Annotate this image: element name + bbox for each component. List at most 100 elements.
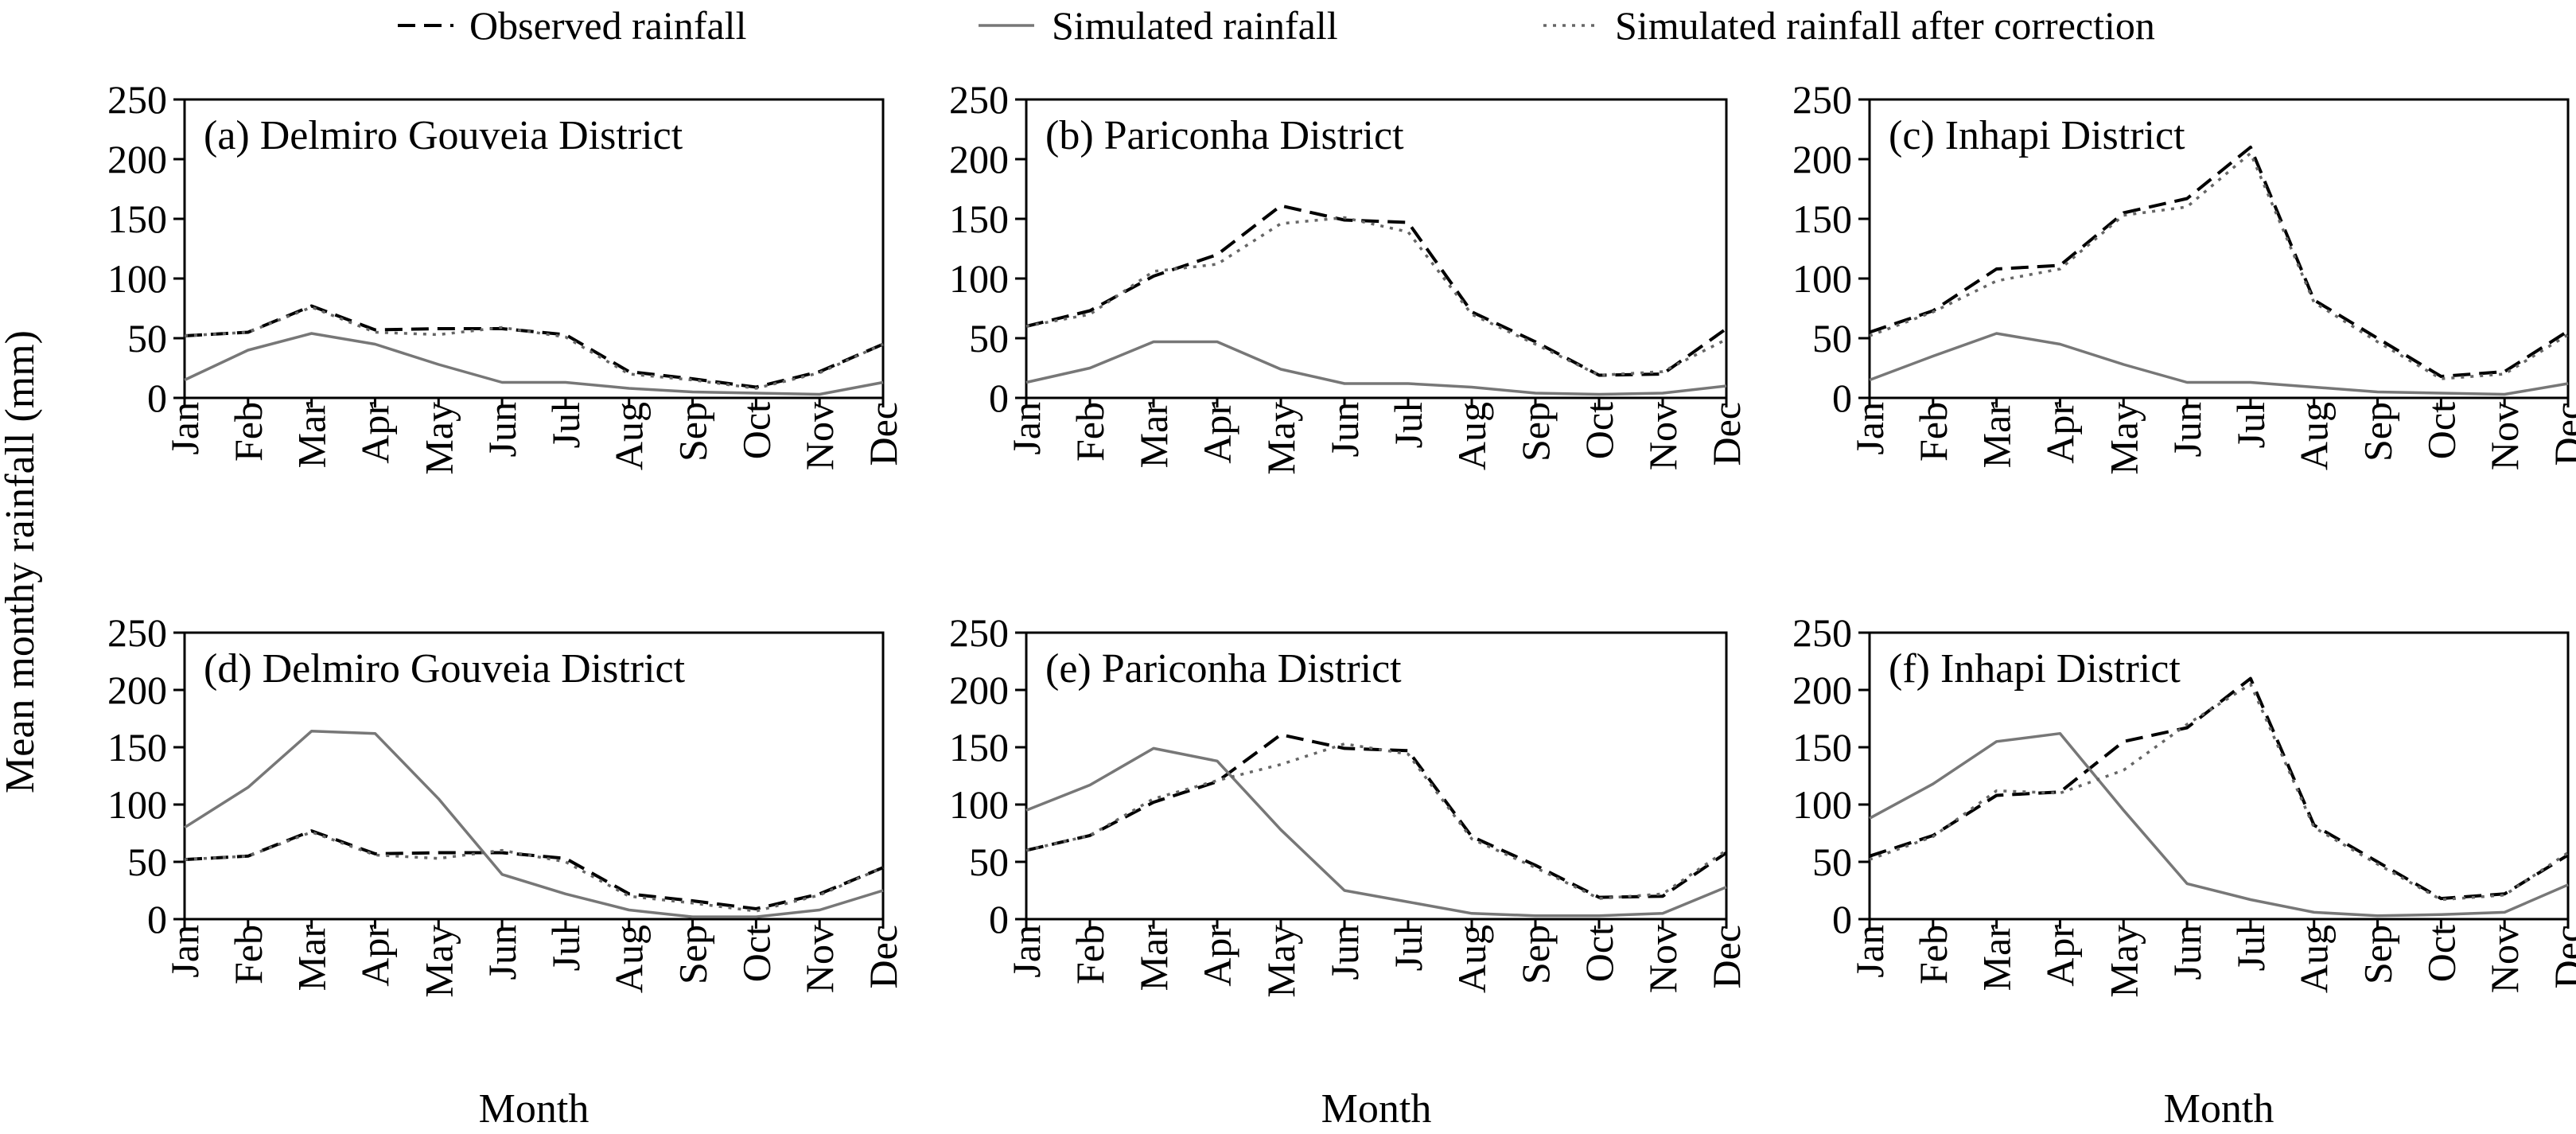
x-tick-label: Dec bbox=[2546, 402, 2576, 466]
x-tick-label: Mar bbox=[1975, 925, 2019, 992]
x-tick-label: Apr bbox=[2037, 402, 2082, 464]
y-tick-label: 100 bbox=[949, 782, 1009, 827]
x-axis-label: Month bbox=[1321, 1086, 1432, 1132]
series-line-observed bbox=[184, 304, 884, 389]
y-tick-label: 100 bbox=[107, 256, 167, 301]
series-line-simulated bbox=[184, 730, 884, 918]
x-tick-label: Feb bbox=[1068, 402, 1112, 462]
x-tick-label: Dec bbox=[2546, 925, 2576, 989]
y-tick-label: 200 bbox=[107, 668, 167, 712]
panel-title: (e) Pariconha District bbox=[1045, 646, 1402, 692]
plot-frame bbox=[1868, 98, 2570, 399]
y-tick-label: 150 bbox=[107, 197, 167, 241]
x-tick-label: Aug bbox=[1449, 925, 1494, 993]
x-tick-label: Jan bbox=[162, 925, 207, 978]
y-tick-label: 250 bbox=[1792, 610, 1852, 655]
x-tick-label: Oct bbox=[1577, 402, 1621, 459]
y-tick-label: 50 bbox=[969, 840, 1009, 884]
series-line-corrected bbox=[184, 830, 884, 913]
x-tick-label: May bbox=[416, 402, 461, 475]
y-tick-label: 250 bbox=[107, 77, 167, 122]
legend-label-corrected: Simulated rainfall after correction bbox=[1615, 3, 2155, 48]
panel-title: (d) Delmiro Gouveia District bbox=[204, 646, 686, 692]
x-tick-label: Mar bbox=[290, 402, 334, 469]
y-tick-label: 0 bbox=[989, 897, 1009, 941]
series-line-simulated bbox=[184, 332, 884, 396]
plot-frame bbox=[183, 98, 885, 399]
x-tick-label: Nov bbox=[2482, 925, 2527, 993]
y-tick-label: 50 bbox=[127, 840, 167, 884]
y-tick-label: 50 bbox=[127, 316, 167, 360]
x-tick-label: Oct bbox=[2418, 925, 2463, 982]
series-line-corrected bbox=[1025, 742, 1727, 900]
legend-label-observed: Observed rainfall bbox=[469, 3, 746, 48]
x-tick-label: Feb bbox=[226, 925, 270, 984]
y-tick-label: 0 bbox=[147, 376, 167, 420]
x-tick-label: May bbox=[416, 925, 461, 998]
x-tick-label: Apr bbox=[352, 925, 397, 987]
y-tick-label: 150 bbox=[107, 725, 167, 770]
y-tick-label: 100 bbox=[949, 256, 1009, 301]
y-tick-label: 250 bbox=[949, 77, 1009, 122]
series-line-observed bbox=[1869, 676, 2570, 901]
x-tick-label: Dec bbox=[861, 925, 905, 989]
x-tick-label: Apr bbox=[352, 402, 397, 464]
x-tick-label: Jul bbox=[1386, 402, 1430, 448]
series-line-observed bbox=[1025, 733, 1728, 899]
panel-f: 0 50 100 150 200 250 Jan Feb Mar Apr May Jun Jul Aug S… bbox=[1792, 610, 2576, 1132]
x-tick-label: Jan bbox=[1847, 925, 1892, 978]
x-tick-label: Sep bbox=[2356, 402, 2400, 462]
x-tick-label: Nov bbox=[797, 925, 842, 993]
x-tick-label: Feb bbox=[1068, 925, 1112, 984]
x-tick-label: Jan bbox=[162, 402, 207, 455]
x-axis-label: Month bbox=[2164, 1086, 2274, 1132]
x-tick-label: May bbox=[2101, 402, 2146, 475]
x-tick-label: Sep bbox=[1513, 402, 1558, 462]
panel-b: 0 50 100 150 200 250 Jan Feb Mar Apr May Jun Jul Aug S… bbox=[949, 77, 1749, 475]
x-tick-label: Sep bbox=[2356, 925, 2400, 984]
x-tick-label: Jul bbox=[2228, 402, 2273, 448]
x-tick-label: Feb bbox=[1911, 402, 1955, 462]
x-tick-label: Dec bbox=[1704, 402, 1749, 466]
x-tick-label: Mar bbox=[290, 925, 334, 992]
panel-a: 0 50 100 150 200 250 Jan Feb Mar Apr May Jun Jul Aug S… bbox=[107, 77, 905, 475]
x-tick-label: Jan bbox=[1004, 925, 1049, 978]
x-tick-label: Apr bbox=[1195, 402, 1239, 464]
panel-title: (a) Delmiro Gouveia District bbox=[204, 113, 683, 158]
y-tick-label: 50 bbox=[1812, 316, 1852, 360]
y-axis-label: Mean monthy rainfall (mm) bbox=[0, 330, 43, 793]
panels: 0 50 100 150 200 250 Jan Feb Mar Apr May Jun Jul Aug S… bbox=[107, 77, 2576, 1132]
x-tick-label: Oct bbox=[2418, 402, 2463, 459]
x-tick-label: Oct bbox=[1577, 925, 1621, 982]
x-tick-label: Feb bbox=[1911, 925, 1955, 984]
y-tick-label: 200 bbox=[1792, 668, 1852, 712]
series-line-corrected bbox=[1869, 151, 2569, 380]
x-tick-label: Jan bbox=[1847, 402, 1892, 455]
y-tick-label: 50 bbox=[969, 316, 1009, 360]
x-tick-label: Dec bbox=[861, 402, 905, 466]
y-tick-label: 250 bbox=[107, 610, 167, 655]
x-tick-label: Jan bbox=[1004, 402, 1049, 455]
x-tick-label: Jun bbox=[1322, 402, 1367, 457]
y-tick-label: 200 bbox=[107, 137, 167, 181]
x-tick-label: Jun bbox=[480, 925, 524, 980]
x-tick-label: Nov bbox=[797, 402, 842, 470]
y-tick-label: 150 bbox=[1792, 197, 1852, 241]
y-tick-label: 100 bbox=[1792, 782, 1852, 827]
panel-title: (b) Pariconha District bbox=[1045, 113, 1404, 158]
x-tick-label: Jul bbox=[543, 925, 588, 971]
x-tick-label: Oct bbox=[733, 925, 778, 982]
y-tick-label: 150 bbox=[949, 197, 1009, 241]
y-tick-label: 200 bbox=[949, 668, 1009, 712]
x-tick-label: Jul bbox=[543, 402, 588, 448]
series-line-observed bbox=[1025, 204, 1728, 377]
legend-label-simulated: Simulated rainfall bbox=[1052, 3, 1338, 48]
y-tick-label: 100 bbox=[1792, 256, 1852, 301]
x-tick-label: Feb bbox=[226, 402, 270, 462]
panel-e: 0 50 100 150 200 250 Jan Feb Mar Apr May Jun Jul Aug S… bbox=[949, 610, 1749, 1132]
series-line-simulated bbox=[1025, 746, 1727, 918]
x-tick-label: Mar bbox=[1131, 402, 1176, 469]
x-tick-label: Aug bbox=[607, 402, 652, 470]
series-line-simulated bbox=[1025, 340, 1727, 396]
